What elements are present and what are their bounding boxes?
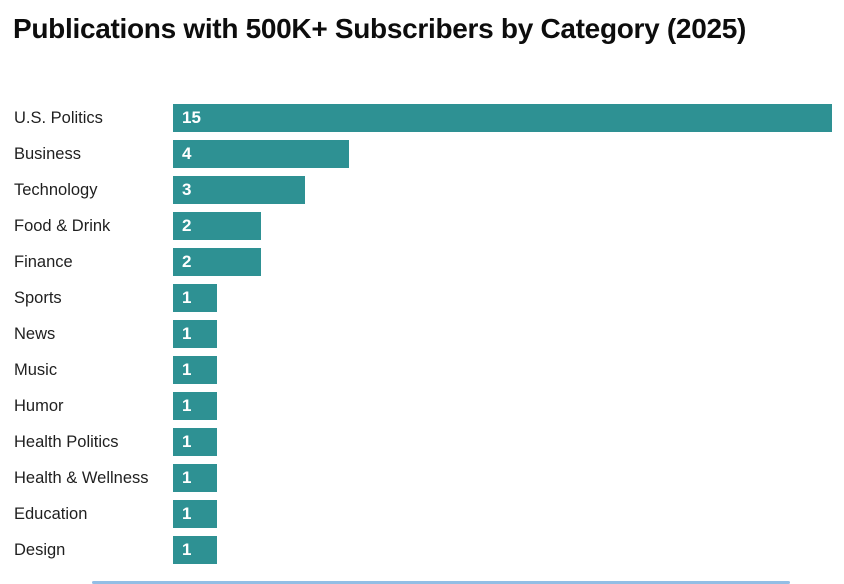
category-label: Humor bbox=[14, 396, 64, 415]
bar: 1 bbox=[173, 392, 217, 420]
category-label: Business bbox=[14, 144, 81, 163]
bar: 15 bbox=[173, 104, 832, 132]
value-label: 1 bbox=[182, 360, 192, 379]
bar: 1 bbox=[173, 320, 217, 348]
bar: 3 bbox=[173, 176, 305, 204]
value-label: 1 bbox=[182, 432, 192, 451]
chart-row: U.S. Politics 15 bbox=[0, 100, 844, 136]
value-label: 1 bbox=[182, 324, 192, 343]
category-label: Design bbox=[14, 540, 66, 559]
chart-row: Design 1 bbox=[0, 532, 844, 568]
chart-row: Food & Drink 2 bbox=[0, 208, 844, 244]
bar: 1 bbox=[173, 284, 217, 312]
bar: 1 bbox=[173, 356, 217, 384]
category-label: Sports bbox=[14, 288, 62, 307]
value-label: 1 bbox=[182, 396, 192, 415]
chart-title: Publications with 500K+ Subscribers by C… bbox=[13, 13, 747, 44]
chart-row: Health Politics 1 bbox=[0, 424, 844, 460]
bar: 2 bbox=[173, 212, 261, 240]
bar-track: 1 bbox=[173, 356, 844, 384]
value-label: 1 bbox=[182, 288, 192, 307]
value-label: 2 bbox=[182, 252, 192, 271]
bar-track: 1 bbox=[173, 536, 844, 564]
bar-track: 15 bbox=[173, 104, 844, 132]
clipped-bottom-line bbox=[92, 581, 790, 584]
bar-track: 1 bbox=[173, 464, 844, 492]
bar: 4 bbox=[173, 140, 349, 168]
chart-row: Humor 1 bbox=[0, 388, 844, 424]
category-label: Finance bbox=[14, 252, 73, 271]
category-label: Education bbox=[14, 504, 88, 523]
value-label: 1 bbox=[182, 540, 192, 559]
bar-chart: U.S. Politics 15 Business 4 Technology 3 Food … bbox=[0, 100, 844, 568]
chart-row: Finance 2 bbox=[0, 244, 844, 280]
bar-track: 1 bbox=[173, 392, 844, 420]
value-label: 1 bbox=[182, 504, 192, 523]
category-label: Health & Wellness bbox=[14, 468, 149, 487]
category-label: Technology bbox=[14, 180, 98, 199]
chart-row: Sports 1 bbox=[0, 280, 844, 316]
chart-row: Health & Wellness 1 bbox=[0, 460, 844, 496]
value-label: 2 bbox=[182, 216, 192, 235]
chart-row: Education 1 bbox=[0, 496, 844, 532]
bar-track: 1 bbox=[173, 500, 844, 528]
bar-track: 1 bbox=[173, 428, 844, 456]
value-label: 4 bbox=[182, 144, 192, 163]
bar-track: 1 bbox=[173, 320, 844, 348]
category-label: U.S. Politics bbox=[14, 108, 103, 127]
value-label: 1 bbox=[182, 468, 192, 487]
chart-row: Technology 3 bbox=[0, 172, 844, 208]
chart-row: News 1 bbox=[0, 316, 844, 352]
value-label: 15 bbox=[182, 108, 201, 127]
bar-track: 1 bbox=[173, 284, 844, 312]
bar-track: 2 bbox=[173, 212, 844, 240]
bar-track: 2 bbox=[173, 248, 844, 276]
bar: 1 bbox=[173, 500, 217, 528]
category-label: Food & Drink bbox=[14, 216, 111, 235]
category-label: News bbox=[14, 324, 56, 343]
value-label: 3 bbox=[182, 180, 192, 199]
chart-row: Music 1 bbox=[0, 352, 844, 388]
bar: 1 bbox=[173, 464, 217, 492]
bar-track: 3 bbox=[173, 176, 844, 204]
bar-track: 4 bbox=[173, 140, 844, 168]
bar: 2 bbox=[173, 248, 261, 276]
chart-row: Business 4 bbox=[0, 136, 844, 172]
bar: 1 bbox=[173, 428, 217, 456]
category-label: Music bbox=[14, 360, 58, 379]
category-label: Health Politics bbox=[14, 432, 119, 451]
bar: 1 bbox=[173, 536, 217, 564]
